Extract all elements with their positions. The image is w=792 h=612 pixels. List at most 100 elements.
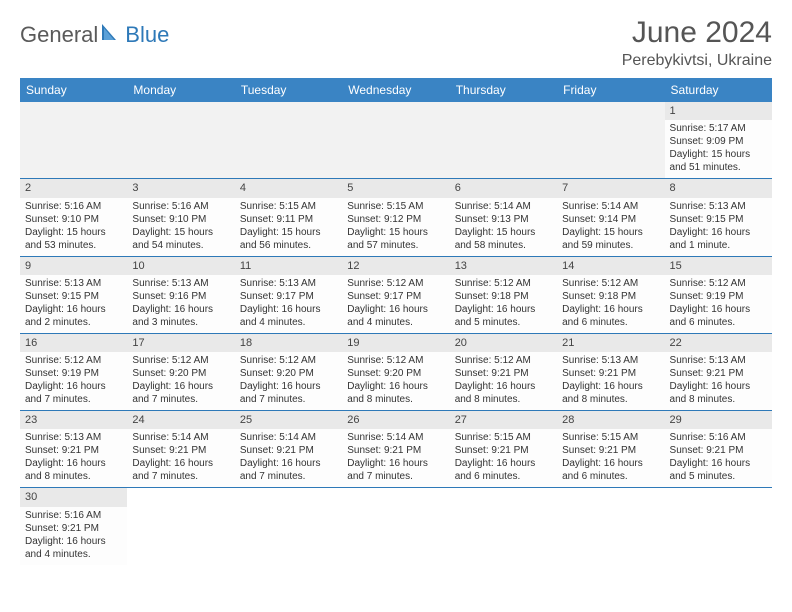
sunrise-line: Sunrise: 5:12 AM — [132, 354, 229, 367]
day-info: Sunrise: 5:13 AMSunset: 9:17 PMDaylight:… — [240, 277, 337, 329]
day-number: 18 — [235, 334, 342, 352]
day-info: Sunrise: 5:16 AMSunset: 9:21 PMDaylight:… — [670, 431, 767, 483]
day-info: Sunrise: 5:13 AMSunset: 9:15 PMDaylight:… — [670, 200, 767, 252]
daylight-line: Daylight: 16 hours and 7 minutes. — [132, 380, 229, 406]
sunset-line: Sunset: 9:17 PM — [347, 290, 444, 303]
day-number: 13 — [450, 257, 557, 275]
day-number: 26 — [342, 411, 449, 429]
daylight-line: Daylight: 16 hours and 2 minutes. — [25, 303, 122, 329]
location: Perebykivtsi, Ukraine — [622, 52, 772, 70]
weekday-header: Thursday — [450, 78, 557, 102]
day-info: Sunrise: 5:14 AMSunset: 9:21 PMDaylight:… — [347, 431, 444, 483]
logo: GeneralBlue — [20, 22, 169, 48]
empty-cell — [20, 102, 127, 179]
calendar-table: Sunday Monday Tuesday Wednesday Thursday… — [20, 78, 772, 565]
day-number: 6 — [450, 179, 557, 197]
sunrise-line: Sunrise: 5:12 AM — [562, 277, 659, 290]
sunset-line: Sunset: 9:11 PM — [240, 213, 337, 226]
daylight-line: Daylight: 15 hours and 56 minutes. — [240, 226, 337, 252]
sunrise-line: Sunrise: 5:14 AM — [240, 431, 337, 444]
empty-cell — [557, 488, 664, 565]
daylight-line: Daylight: 16 hours and 8 minutes. — [670, 380, 767, 406]
day-cell: 27Sunrise: 5:15 AMSunset: 9:21 PMDayligh… — [450, 411, 557, 488]
daylight-line: Daylight: 15 hours and 53 minutes. — [25, 226, 122, 252]
sunrise-line: Sunrise: 5:14 AM — [562, 200, 659, 213]
day-cell: 29 Sunrise: 5:16 AMSunset: 9:21 PMDayligh… — [665, 411, 772, 488]
empty-cell — [127, 488, 234, 565]
sunset-line: Sunset: 9:09 PM — [670, 135, 767, 148]
weekday-header: Sunday — [20, 78, 127, 102]
day-number: 29 — [665, 411, 772, 429]
empty-cell — [342, 488, 449, 565]
sunrise-line: Sunrise: 5:12 AM — [25, 354, 122, 367]
sunset-line: Sunset: 9:21 PM — [25, 522, 122, 535]
day-number: 10 — [127, 257, 234, 275]
daylight-line: Daylight: 15 hours and 58 minutes. — [455, 226, 552, 252]
sunset-line: Sunset: 9:13 PM — [455, 213, 552, 226]
day-info: Sunrise: 5:12 AMSunset: 9:20 PMDaylight:… — [240, 354, 337, 406]
sunset-line: Sunset: 9:21 PM — [25, 444, 122, 457]
daylight-line: Daylight: 16 hours and 4 minutes. — [347, 303, 444, 329]
day-info: Sunrise: 5:12 AMSunset: 9:18 PMDaylight:… — [455, 277, 552, 329]
calendar-page: GeneralBlue June 2024 Perebykivtsi, Ukra… — [0, 0, 792, 581]
sunrise-line: Sunrise: 5:15 AM — [455, 431, 552, 444]
week-row: 9Sunrise: 5:13 AMSunset: 9:15 PMDaylight… — [20, 256, 772, 333]
day-info: Sunrise: 5:14 AMSunset: 9:14 PMDaylight:… — [562, 200, 659, 252]
daylight-line: Daylight: 16 hours and 1 minute. — [670, 226, 767, 252]
day-cell: 8Sunrise: 5:13 AMSunset: 9:15 PMDaylight… — [665, 179, 772, 256]
daylight-line: Daylight: 15 hours and 51 minutes. — [670, 148, 767, 174]
day-number: 14 — [557, 257, 664, 275]
sunrise-line: Sunrise: 5:16 AM — [25, 200, 122, 213]
sunset-line: Sunset: 9:19 PM — [25, 367, 122, 380]
day-number: 20 — [450, 334, 557, 352]
daylight-line: Daylight: 16 hours and 5 minutes. — [455, 303, 552, 329]
day-cell: 13 Sunrise: 5:12 AMSunset: 9:18 PMDayligh… — [450, 256, 557, 333]
week-row: 23Sunrise: 5:13 AMSunset: 9:21 PMDayligh… — [20, 411, 772, 488]
day-cell: 22Sunrise: 5:13 AMSunset: 9:21 PMDayligh… — [665, 333, 772, 410]
sunrise-line: Sunrise: 5:13 AM — [562, 354, 659, 367]
sunset-line: Sunset: 9:21 PM — [240, 444, 337, 457]
day-info: Sunrise: 5:16 AMSunset: 9:10 PMDaylight:… — [132, 200, 229, 252]
day-cell: 17 Sunrise: 5:12 AMSunset: 9:20 PMDayligh… — [127, 333, 234, 410]
sunset-line: Sunset: 9:21 PM — [347, 444, 444, 457]
empty-cell — [235, 102, 342, 179]
day-info: Sunrise: 5:12 AMSunset: 9:20 PMDaylight:… — [347, 354, 444, 406]
daylight-line: Daylight: 16 hours and 8 minutes. — [25, 457, 122, 483]
daylight-line: Daylight: 16 hours and 3 minutes. — [132, 303, 229, 329]
day-number: 23 — [20, 411, 127, 429]
sunset-line: Sunset: 9:18 PM — [455, 290, 552, 303]
day-cell: 9Sunrise: 5:13 AMSunset: 9:15 PMDaylight… — [20, 256, 127, 333]
header: GeneralBlue June 2024 Perebykivtsi, Ukra… — [20, 16, 772, 70]
sunset-line: Sunset: 9:10 PM — [25, 213, 122, 226]
day-info: Sunrise: 5:15 AMSunset: 9:12 PMDaylight:… — [347, 200, 444, 252]
empty-cell — [450, 102, 557, 179]
sunrise-line: Sunrise: 5:13 AM — [670, 200, 767, 213]
daylight-line: Daylight: 16 hours and 6 minutes. — [670, 303, 767, 329]
day-cell: 7Sunrise: 5:14 AMSunset: 9:14 PMDaylight… — [557, 179, 664, 256]
day-cell: 11Sunrise: 5:13 AMSunset: 9:17 PMDayligh… — [235, 256, 342, 333]
day-info: Sunrise: 5:12 AMSunset: 9:18 PMDaylight:… — [562, 277, 659, 329]
sunset-line: Sunset: 9:19 PM — [670, 290, 767, 303]
sunset-line: Sunset: 9:21 PM — [132, 444, 229, 457]
daylight-line: Daylight: 16 hours and 8 minutes. — [562, 380, 659, 406]
sunset-line: Sunset: 9:18 PM — [562, 290, 659, 303]
sunset-line: Sunset: 9:15 PM — [25, 290, 122, 303]
sunrise-line: Sunrise: 5:14 AM — [132, 431, 229, 444]
day-info: Sunrise: 5:13 AMSunset: 9:21 PMDaylight:… — [562, 354, 659, 406]
day-info: Sunrise: 5:15 AMSunset: 9:21 PMDaylight:… — [455, 431, 552, 483]
empty-cell — [127, 102, 234, 179]
day-info: Sunrise: 5:16 AMSunset: 9:21 PMDaylight:… — [25, 509, 122, 561]
sunrise-line: Sunrise: 5:12 AM — [347, 277, 444, 290]
daylight-line: Daylight: 16 hours and 8 minutes. — [455, 380, 552, 406]
sunrise-line: Sunrise: 5:13 AM — [25, 277, 122, 290]
day-cell: 5Sunrise: 5:15 AMSunset: 9:12 PMDaylight… — [342, 179, 449, 256]
day-number: 17 — [127, 334, 234, 352]
sunset-line: Sunset: 9:20 PM — [132, 367, 229, 380]
day-cell: 23Sunrise: 5:13 AMSunset: 9:21 PMDayligh… — [20, 411, 127, 488]
day-number: 3 — [127, 179, 234, 197]
day-cell: 18 Sunrise: 5:12 AMSunset: 9:20 PMDayligh… — [235, 333, 342, 410]
day-cell: 10Sunrise: 5:13 AMSunset: 9:16 PMDayligh… — [127, 256, 234, 333]
sunrise-line: Sunrise: 5:12 AM — [455, 354, 552, 367]
day-cell: 14 Sunrise: 5:12 AMSunset: 9:18 PMDayligh… — [557, 256, 664, 333]
daylight-line: Daylight: 16 hours and 8 minutes. — [347, 380, 444, 406]
